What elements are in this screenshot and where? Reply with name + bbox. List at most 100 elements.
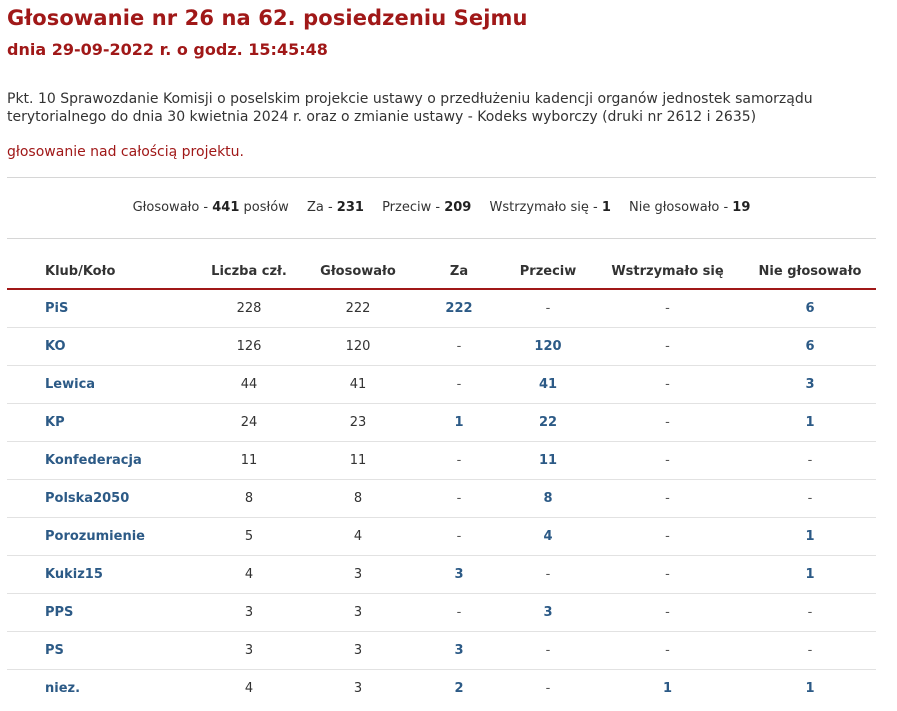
for-count-link[interactable]: 2 — [454, 681, 464, 696]
voted-cell: 8 — [303, 479, 413, 518]
for-count-link[interactable]: 3 — [454, 567, 464, 582]
members-cell: 228 — [195, 289, 303, 328]
club-link[interactable]: Kukiz15 — [45, 567, 103, 582]
members-cell: 11 — [195, 441, 303, 480]
against-count-link[interactable]: 4 — [543, 529, 553, 544]
for-cell: - — [413, 365, 505, 404]
club-link[interactable]: Polska2050 — [45, 491, 130, 506]
for-cell: 3 — [413, 555, 505, 594]
table-row: Kukiz15 4 3 3- -1 — [7, 555, 876, 594]
notvoted-count-link[interactable]: 3 — [805, 377, 815, 392]
club-link[interactable]: PS — [45, 643, 64, 658]
table-row: PS 3 3 3- - - — [7, 631, 876, 670]
notvoted-count-link[interactable]: 6 — [805, 301, 815, 316]
members-cell: 8 — [195, 479, 303, 518]
abstain-cell: - — [591, 365, 744, 404]
summary-voted: Głosowało - 441 posłów — [132, 200, 289, 215]
club-cell: Konfederacja — [7, 441, 195, 480]
notvoted-cell: - — [744, 479, 876, 518]
notvoted-cell: 3 — [744, 365, 876, 404]
summary-against: Przeciw - 209 — [382, 200, 472, 215]
table-row: Konfederacja 11 11-11- - — [7, 441, 876, 480]
header-for: Za — [413, 254, 505, 290]
notvoted-cell: - — [744, 631, 876, 670]
club-link[interactable]: PiS — [45, 301, 69, 316]
notvoted-count-link[interactable]: 6 — [805, 339, 815, 354]
club-cell: PiS — [7, 289, 195, 328]
notvoted-count-link[interactable]: 1 — [805, 681, 815, 696]
for-cell: - — [413, 327, 505, 366]
against-cell: 41 — [505, 365, 591, 404]
abstain-cell: 1 — [591, 670, 744, 708]
members-cell: 126 — [195, 327, 303, 366]
abstain-cell: - — [591, 403, 744, 442]
for-count-link[interactable]: 222 — [445, 301, 473, 316]
agenda-description: Pkt. 10 Sprawozdanie Komisji o poselskim… — [7, 91, 813, 125]
abstain-cell: - — [591, 479, 744, 518]
members-cell: 24 — [195, 403, 303, 442]
abstain-cell: - — [591, 327, 744, 366]
club-link[interactable]: KP — [45, 415, 65, 430]
results-table: Klub/Koło Liczba czł. Głosowało Za Przec… — [7, 254, 876, 707]
notvoted-cell: - — [744, 593, 876, 632]
members-cell: 3 — [195, 593, 303, 632]
against-count-link[interactable]: 3 — [543, 605, 553, 620]
table-row: KO 126 120-120-6 — [7, 327, 876, 366]
page-title: Głosowanie nr 26 na 62. posiedzeniu Sejm… — [7, 6, 528, 30]
header-against: Przeciw — [505, 254, 591, 290]
vote-summary: Głosowało - 441 posłów Za - 231 Przeciw … — [7, 200, 876, 215]
club-cell: KO — [7, 327, 195, 366]
members-cell: 3 — [195, 631, 303, 670]
for-count-link[interactable]: 3 — [454, 643, 464, 658]
voted-cell: 120 — [303, 327, 413, 366]
for-cell: - — [413, 479, 505, 518]
table-row: Porozumienie 5 4-4-1 — [7, 517, 876, 556]
voted-cell: 3 — [303, 631, 413, 670]
for-cell: 2 — [413, 670, 505, 708]
voted-cell: 4 — [303, 517, 413, 556]
club-link[interactable]: Lewica — [45, 377, 96, 392]
club-link[interactable]: PPS — [45, 605, 74, 620]
voted-cell: 23 — [303, 403, 413, 442]
notvoted-cell: - — [744, 441, 876, 480]
table-row: KP 24 23 1 22 - 1 — [7, 403, 876, 442]
for-cell: 222 — [413, 289, 505, 328]
club-link[interactable]: Konfederacja — [45, 453, 142, 468]
club-link[interactable]: niez. — [45, 681, 81, 696]
club-link[interactable]: KO — [45, 339, 66, 354]
abstain-cell: - — [591, 631, 744, 670]
against-count-link[interactable]: 120 — [534, 339, 562, 354]
against-cell: - — [505, 555, 591, 594]
against-cell: - — [505, 631, 591, 670]
summary-notvoted: Nie głosowało - 19 — [629, 200, 751, 215]
header-club: Klub/Koło — [7, 254, 195, 290]
header-members: Liczba czł. — [195, 254, 303, 290]
against-count-link[interactable]: 41 — [538, 377, 558, 392]
table-row: niez. 4 3 2 - 1 1 — [7, 670, 876, 708]
against-count-link[interactable]: 22 — [538, 415, 558, 430]
against-cell: 120 — [505, 327, 591, 366]
abstain-cell: - — [591, 517, 744, 556]
club-link[interactable]: Porozumienie — [45, 529, 145, 544]
notvoted-count-link[interactable]: 1 — [805, 567, 815, 582]
voted-cell: 3 — [303, 555, 413, 594]
against-count-link[interactable]: 8 — [543, 491, 553, 506]
divider-bottom — [7, 238, 876, 239]
notvoted-count-link[interactable]: 1 — [805, 415, 815, 430]
club-cell: Kukiz15 — [7, 555, 195, 594]
club-cell: niez. — [7, 670, 195, 708]
voted-cell: 3 — [353, 681, 363, 696]
for-cell: - — [413, 441, 505, 480]
abstain-count-link[interactable]: 1 — [662, 681, 673, 696]
against-cell: 22 — [505, 403, 591, 442]
notvoted-count-link[interactable]: 1 — [805, 529, 815, 544]
header-abstain: Wstrzymało się — [591, 254, 744, 290]
vote-date: dnia 29-09-2022 r. o godz. 15:45:48 — [7, 40, 328, 59]
for-cell: 1 — [413, 403, 505, 442]
against-count-link[interactable]: 11 — [538, 453, 558, 468]
abstain-cell: - — [591, 555, 744, 594]
table-row: Polska2050 8 8-8- - — [7, 479, 876, 518]
for-count-link[interactable]: 1 — [454, 415, 464, 430]
against-cell: 11 — [505, 441, 591, 480]
members-cell: 4 — [195, 555, 303, 594]
